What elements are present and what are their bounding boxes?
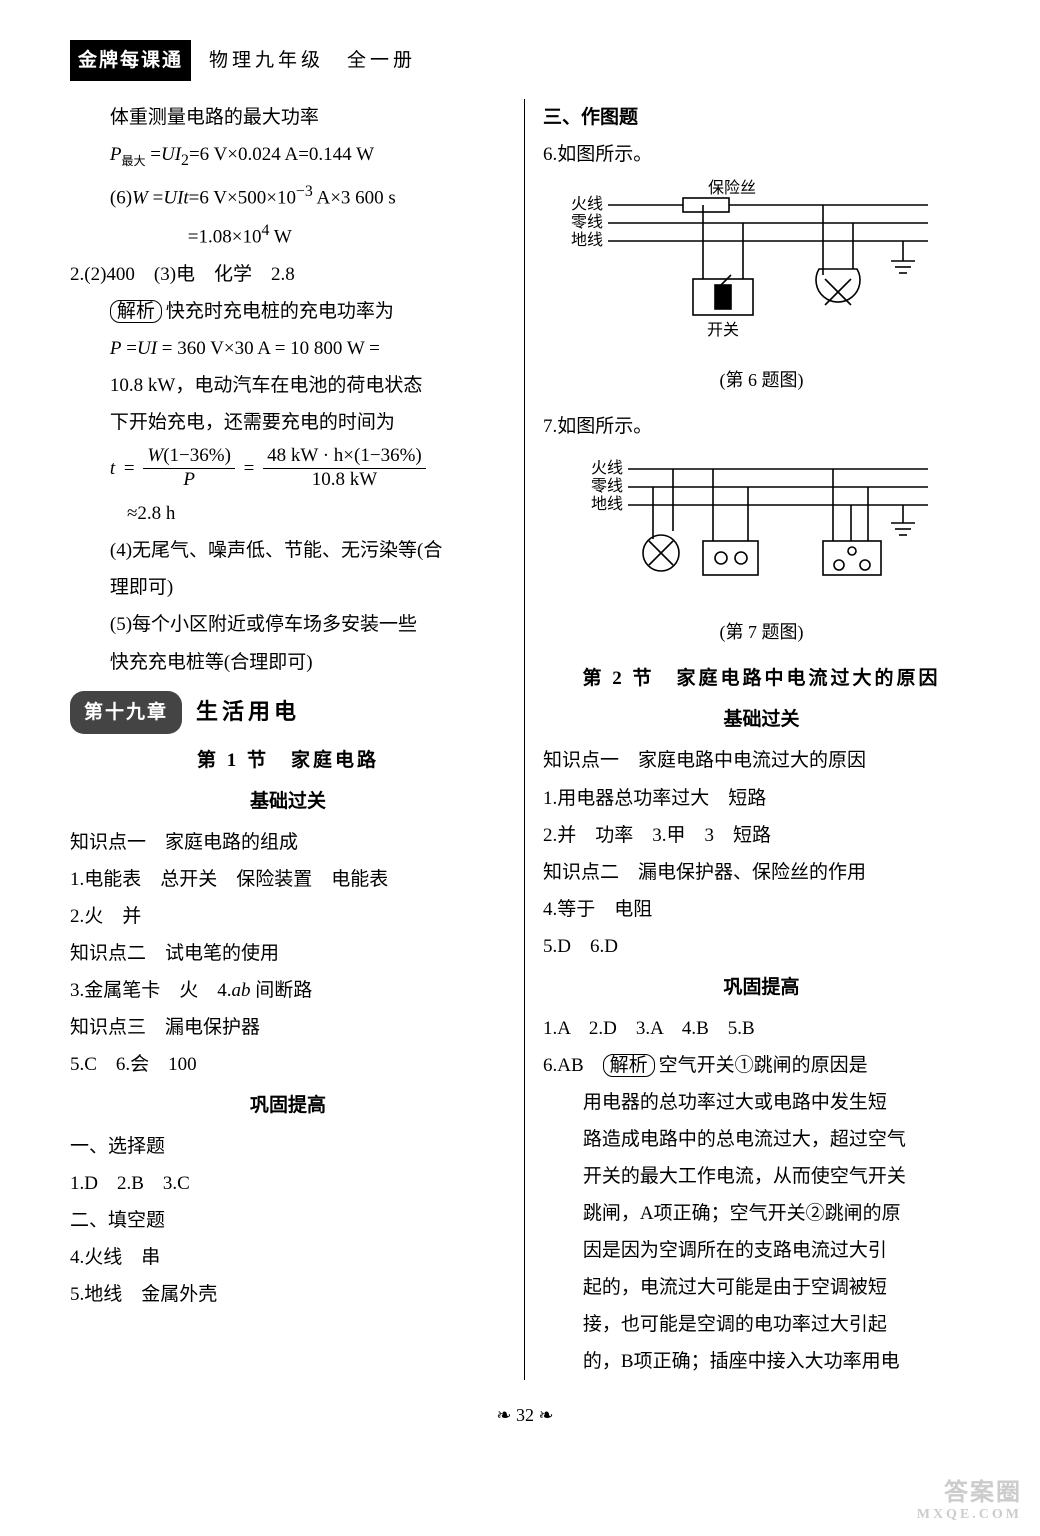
figure-6-caption: (第 6 题图) <box>543 363 980 398</box>
subsection-title: 巩固提高 <box>70 1087 506 1124</box>
watermark: 答案圈 MXQE.COM <box>917 1480 1022 1522</box>
knowledge-point: 知识点一 家庭电路的组成 <box>70 824 506 861</box>
answer-prefix: 6.AB <box>543 1055 603 1076</box>
switch-label: 开关 <box>707 321 739 339</box>
answer-line: 5.地线 金属外壳 <box>70 1276 506 1313</box>
text-line: (5)每个小区附近或停车场多安装一些 <box>70 606 506 643</box>
answer-line: 5.D 6.D <box>543 928 980 965</box>
chapter-pill: 第十九章 <box>70 691 182 734</box>
knowledge-point: 知识点二 试电笔的使用 <box>70 935 506 972</box>
fire-label: 火线 <box>591 459 623 477</box>
question-line: 7.如图所示。 <box>543 408 980 445</box>
explanation-line: 解析快充时充电桩的充电功率为 <box>70 293 506 330</box>
answer-line: 4.等于 电阻 <box>543 891 980 928</box>
text-line: 接，也可能是空调的电功率过大引起 <box>543 1306 980 1343</box>
leaf-icon: ❧ <box>496 1405 511 1425</box>
two-column-layout: 体重测量电路的最大功率 P最大 =UI2=6 V×0.024 A=0.144 W… <box>70 99 980 1380</box>
question-line: 6.如图所示。 <box>543 136 980 173</box>
fuse-label: 保险丝 <box>708 179 756 197</box>
ground-label: 地线 <box>591 495 623 513</box>
figure-7: 火线 零线 地线 <box>543 451 980 611</box>
neutral-label: 零线 <box>571 213 603 231</box>
header-subtitle: 物理九年级 全一册 <box>209 42 416 79</box>
jiexi-badge: 解析 <box>603 1054 655 1077</box>
category-heading: 三、作图题 <box>543 99 980 136</box>
watermark-text: 答案圈 <box>944 1480 1022 1506</box>
answer-line: 1.A 2.D 3.A 4.B 5.B <box>543 1010 980 1047</box>
header-badge: 金牌每课通 <box>70 40 191 81</box>
ground-label: 地线 <box>571 231 603 249</box>
text-line: 10.8 kW，电动汽车在电池的荷电状态 <box>70 367 506 404</box>
section-title: 第 1 节 家庭电路 <box>70 742 506 779</box>
equation-line: P =UI = 360 V×30 A = 10 800 W = <box>70 330 506 367</box>
knowledge-point: 知识点一 家庭电路中电流过大的原因 <box>543 742 980 779</box>
explanation-block: 6.AB 解析空气开关①跳闸的原因是 <box>543 1047 980 1084</box>
leaf-icon: ❧ <box>539 1405 554 1425</box>
text-line: (4)无尾气、噪声低、节能、无污染等(合 <box>70 532 506 569</box>
text-line: 开关的最大工作电流，从而使空气开关 <box>543 1158 980 1195</box>
equation-line: P最大 =UI2=6 V×0.024 A=0.144 W <box>70 136 506 177</box>
circuit-diagram-6: 保险丝 火线 零线 地线 <box>543 179 943 359</box>
section-title: 第 2 节 家庭电路中电流过大的原因 <box>543 660 980 697</box>
category-heading: 一、选择题 <box>70 1128 506 1165</box>
answer-line: 4.火线 串 <box>70 1239 506 1276</box>
text-line: 起的，电流过大可能是由于空调被短 <box>543 1269 980 1306</box>
equation-line: ≈2.8 h <box>70 495 506 532</box>
text-line: 因是因为空调所在的支路电流过大引 <box>543 1232 980 1269</box>
fraction: 48 kW · h×(1−36%) 10.8 kW <box>263 445 426 492</box>
equation-line: (6)W =UIt=6 V×500×10−3 A×3 600 s <box>70 177 506 216</box>
text-line: 用电器的总功率过大或电路中发生短 <box>543 1084 980 1121</box>
answer-line: 3.金属笔卡 火 4.ab 间断路 <box>70 972 506 1009</box>
subsection-title: 基础过关 <box>70 783 506 820</box>
equation-line: =1.08×104 W <box>70 216 506 255</box>
figure-7-caption: (第 7 题图) <box>543 615 980 650</box>
text-line: 跳闸，A项正确；空气开关②跳闸的原 <box>543 1195 980 1232</box>
text-line: 理即可) <box>70 569 506 606</box>
text: 空气开关①跳闸的原因是 <box>659 1055 868 1076</box>
neutral-label: 零线 <box>591 477 623 495</box>
chapter-title: 生活用电 <box>196 691 300 734</box>
answer-line: 2.(2)400 (3)电 化学 2.8 <box>70 256 506 293</box>
category-heading: 二、填空题 <box>70 1202 506 1239</box>
answer-line: 2.并 功率 3.甲 3 短路 <box>543 817 980 854</box>
figure-6: 保险丝 火线 零线 地线 <box>543 179 980 359</box>
text-line: 体重测量电路的最大功率 <box>70 99 506 136</box>
right-column: 三、作图题 6.如图所示。 保险丝 火线 零线 地线 <box>525 99 980 1380</box>
fraction: W(1−36%) P <box>143 445 235 492</box>
page-footer: ❧ 32 ❧ <box>70 1398 980 1433</box>
subsection-title: 巩固提高 <box>543 969 980 1006</box>
text: 快充时充电桩的充电功率为 <box>166 301 394 322</box>
watermark-url: MXQE.COM <box>917 1507 1022 1522</box>
text-line: 的，B项正确；插座中接入大功率用电 <box>543 1343 980 1380</box>
text-line: 快充充电桩等(合理即可) <box>70 644 506 681</box>
answer-line: 1.用电器总功率过大 短路 <box>543 780 980 817</box>
fire-label: 火线 <box>571 195 603 213</box>
jiexi-badge: 解析 <box>110 300 162 323</box>
knowledge-point: 知识点三 漏电保护器 <box>70 1009 506 1046</box>
fraction-equation: t = W(1−36%) P = 48 kW · h×(1−36%) 10.8 … <box>70 445 506 492</box>
knowledge-point: 知识点二 漏电保护器、保险丝的作用 <box>543 854 980 891</box>
text-line: 路造成电路中的总电流过大，超过空气 <box>543 1121 980 1158</box>
left-column: 体重测量电路的最大功率 P最大 =UI2=6 V×0.024 A=0.144 W… <box>70 99 525 1380</box>
answer-line: 1.D 2.B 3.C <box>70 1165 506 1202</box>
circuit-diagram-7: 火线 零线 地线 <box>543 451 943 611</box>
chapter-heading: 第十九章 生活用电 <box>70 691 506 734</box>
answer-line: 5.C 6.会 100 <box>70 1046 506 1083</box>
page-number: 32 <box>516 1405 534 1425</box>
subsection-title: 基础过关 <box>543 701 980 738</box>
answer-line: 1.电能表 总开关 保险装置 电能表 <box>70 861 506 898</box>
answer-line: 2.火 并 <box>70 898 506 935</box>
text-line: 下开始充电，还需要充电的时间为 <box>70 404 506 441</box>
page-header: 金牌每课通 物理九年级 全一册 <box>70 40 980 81</box>
